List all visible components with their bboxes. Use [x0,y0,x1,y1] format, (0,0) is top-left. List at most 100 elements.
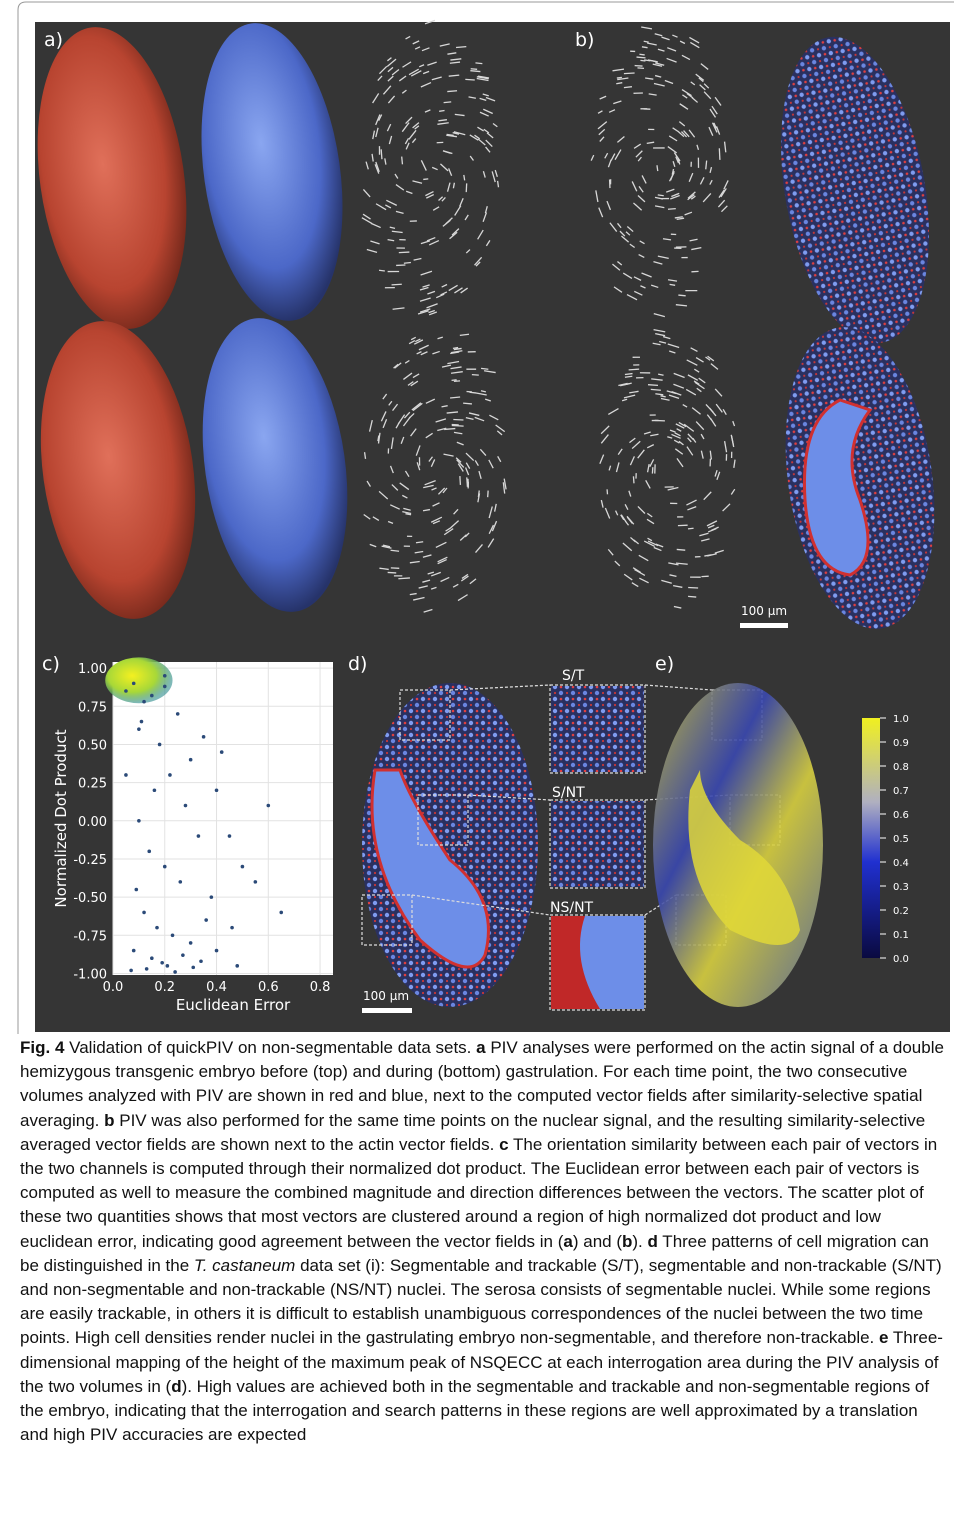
point [241,865,245,869]
colorbar-tick-label: 0.6 [893,810,909,821]
caption-text: Validation of quickPIV on non-segmentabl… [64,1038,476,1057]
point [124,689,128,693]
point [279,911,283,915]
vector-arrow [467,477,468,486]
vector-arrow [629,369,639,370]
vector-arrow [447,91,457,92]
vector-arrow [381,149,382,159]
point [137,819,141,823]
point [230,926,234,930]
vector-arrow [648,385,658,386]
point [150,956,154,960]
point [142,700,146,704]
vector-arrow [498,181,499,187]
y-tick-label: 0.50 [78,738,107,753]
caption-text: ) and ( [573,1232,622,1251]
vector-arrow [644,41,649,42]
figure-number: Fig. 4 [20,1038,64,1057]
panel-label: e) [655,653,674,675]
colorbar-tick-label: 0.7 [893,786,909,797]
point [228,834,232,838]
point [202,735,206,739]
vector-arrow [465,79,474,80]
point [158,743,162,747]
panel-label: b) [575,29,594,51]
figure: a) b) 100 µm c) 1.000.750.500.250.00-0.2… [0,0,954,1036]
point [137,727,141,731]
panel-ref: b [104,1111,114,1130]
x-tick-label: 0.0 [103,980,124,995]
scale-bar [362,1008,412,1013]
point [220,750,224,754]
vector-arrow [651,389,661,390]
vector-arrow [688,528,694,529]
density-cluster [105,657,172,703]
scale-bar-label: 100 µm [363,989,409,1003]
vector-arrow [404,263,411,264]
colorbar-tick-label: 0.1 [893,930,909,941]
colorbar-tick-label: 0.8 [893,762,909,773]
vector-arrow [617,77,622,78]
point [163,674,167,678]
vector-arrow [388,572,397,573]
vector-arrow [379,270,385,271]
point [197,834,201,838]
point [176,712,180,716]
vector-arrow [688,596,696,597]
colorbar [862,718,880,958]
colorbar-tick-label: 0.2 [893,906,909,917]
point [163,865,167,869]
panel-ref: b [622,1232,632,1251]
vector-arrow [464,175,465,180]
inset-label: S/NT [552,785,585,801]
point [235,964,239,968]
point [132,682,136,686]
vector-arrow [637,68,644,69]
panel-ref: d [171,1377,181,1396]
point [254,880,258,884]
vector-arrow [402,157,403,165]
vector-arrow [481,368,488,369]
point [155,926,159,930]
vector-arrow [460,476,461,485]
colorbar-tick-label: 0.4 [893,858,909,869]
x-tick-label: 0.4 [206,980,227,995]
y-tick-label: -0.75 [73,929,107,944]
vector-arrow [706,161,707,170]
vector-arrow [453,348,458,349]
vector-arrow [470,71,480,72]
point [266,804,270,808]
x-tick-label: 0.8 [310,980,331,995]
vector-arrow [642,47,648,48]
vector-arrow [668,209,676,210]
vector-arrow [624,87,632,88]
y-tick-label: 1.00 [78,662,107,677]
colorbar-tick-label: 0.5 [893,834,909,845]
y-tick-label: 0.75 [78,700,107,715]
vector-arrow [677,549,686,550]
vector-arrow [444,102,452,103]
y-axis-label: Normalized Dot Product [52,729,70,907]
inset-image [551,801,644,887]
x-axis-label: Euclidean Error [176,996,291,1014]
point [163,685,167,689]
caption-text: ). [632,1232,647,1251]
vector-arrow [392,284,402,285]
vector-arrow [475,63,482,64]
point [199,959,203,963]
inset-label: S/T [562,668,585,684]
x-tick-label: 0.2 [154,980,175,995]
vector-arrow [678,295,685,296]
point [189,941,193,945]
y-tick-label: -0.50 [73,891,107,906]
point [124,773,128,777]
point [129,969,133,973]
vector-arrow [633,476,634,483]
vector-arrow [463,403,472,404]
point [160,961,164,965]
colorbar-tick-label: 1.0 [893,714,909,725]
panel-label: a) [44,29,63,51]
point [171,934,175,938]
plot-area [113,662,333,975]
x-tick-label: 0.6 [258,980,279,995]
